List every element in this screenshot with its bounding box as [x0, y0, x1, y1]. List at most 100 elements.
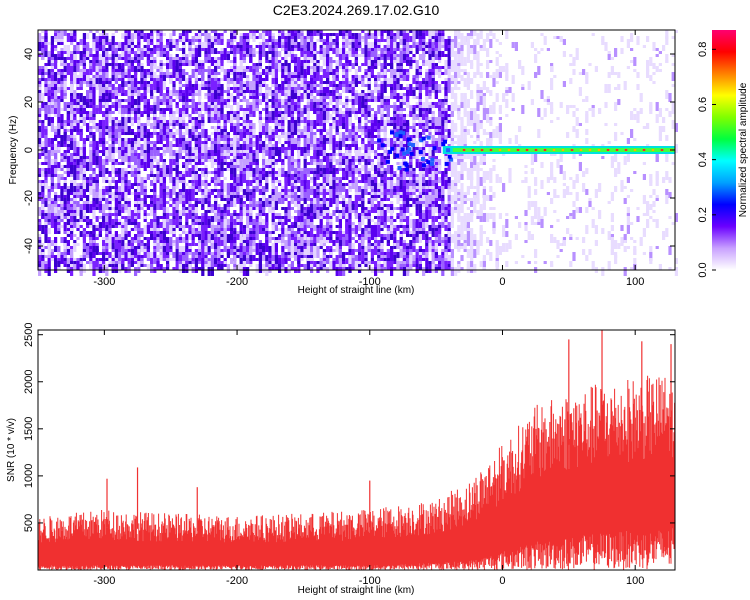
spectrogram-cell	[297, 162, 301, 171]
spectrogram-cell	[265, 66, 269, 69]
spectrogram-cell	[214, 201, 218, 204]
spectrogram-cell	[274, 267, 278, 270]
spectrogram-cell	[153, 48, 157, 54]
spectrogram-cell	[118, 222, 122, 225]
spectrogram-cell	[38, 168, 42, 174]
spectrogram-cell	[348, 135, 352, 138]
spectrogram-cell	[82, 69, 86, 72]
spectrogram-cell	[233, 135, 237, 138]
spectrogram-cell	[98, 210, 102, 213]
spectrogram-cell	[310, 147, 314, 150]
spectrogram-cell	[246, 234, 250, 237]
spectrogram-cell	[118, 210, 122, 216]
spectrogram-cell	[127, 141, 131, 144]
spectrogram-cell	[281, 132, 285, 135]
spectrogram-cell	[226, 114, 230, 123]
spectrogram-cell	[194, 180, 198, 186]
spectrogram-cell	[345, 261, 349, 264]
spectrogram-cell	[342, 114, 346, 117]
spectrogram-cell	[300, 135, 304, 138]
spectrogram-cell	[73, 75, 77, 81]
spectrogram-cell	[191, 189, 195, 192]
spectrogram-cell	[230, 78, 234, 81]
spectrogram-cell	[89, 114, 93, 117]
spectrogram-cell	[265, 60, 269, 63]
spectrogram-cell	[265, 246, 269, 249]
spectrogram-cell	[169, 99, 173, 105]
spectrogram-cell	[150, 105, 154, 108]
spectrogram-cell	[242, 255, 246, 258]
spectrogram-cell	[162, 183, 166, 192]
spectrogram-cell	[159, 189, 163, 198]
spectrogram-cell	[38, 249, 42, 258]
spectrogram-cell	[178, 222, 182, 225]
spectrogram-cell	[76, 228, 80, 231]
spectrogram-cell	[310, 198, 314, 201]
spectrogram-cell	[60, 195, 64, 198]
spectrogram-cell	[166, 60, 170, 63]
spectrogram-cell	[249, 135, 253, 138]
spectrogram-cell	[306, 138, 310, 144]
spectrogram-cell	[57, 114, 61, 117]
spectrogram-cell	[300, 264, 304, 267]
spectrogram-cell	[70, 141, 74, 150]
spectrogram-cell	[332, 111, 336, 114]
spectrogram-cell	[178, 129, 182, 135]
spectrogram-cell	[118, 204, 122, 210]
spectrogram-cell	[255, 78, 259, 81]
spectrogram-cell	[249, 192, 253, 195]
spectrogram-cell	[114, 225, 118, 228]
spectrogram-cell	[217, 249, 221, 255]
spectrogram-cell	[345, 111, 349, 114]
spectrogram-cell	[297, 30, 301, 33]
spectrogram-cell	[89, 54, 93, 57]
spectrogram-cell	[329, 246, 333, 249]
spectrogram-cell	[294, 255, 298, 261]
spectrogram-cell	[166, 186, 170, 189]
spectrogram-cell	[127, 30, 131, 36]
spectrogram-cell	[274, 264, 278, 267]
spectrogram-cell	[271, 195, 275, 201]
spectrogram-cell	[358, 81, 362, 84]
spectrogram-cell	[178, 72, 182, 81]
spectrogram-cell	[252, 162, 256, 165]
spectrogram-cell	[194, 219, 198, 222]
spectrogram-cell	[204, 225, 208, 234]
spectrogram-cell	[262, 171, 266, 174]
spectrogram-cell	[105, 186, 109, 189]
spectrogram-cell	[223, 105, 227, 108]
spectrogram-cell	[351, 225, 355, 228]
spectrogram-cell	[332, 231, 336, 234]
spectrogram-cell	[239, 162, 243, 171]
spectrogram-cell	[332, 138, 336, 141]
spectrogram-cell	[108, 39, 112, 42]
spectrogram-cell	[105, 216, 109, 222]
spectrogram-cell	[342, 198, 346, 201]
spectrogram-cell	[207, 231, 211, 234]
spectrogram-cell	[47, 75, 51, 78]
spectrogram-cell	[287, 156, 291, 165]
spectrogram-cell	[92, 114, 96, 117]
spectrogram-cell	[319, 186, 323, 195]
spectrogram-cell	[220, 138, 224, 141]
spectrogram-cell	[95, 186, 99, 189]
spectrogram-cell	[121, 237, 125, 240]
spectrogram-cell	[252, 237, 256, 240]
spectrogram-cell	[63, 102, 67, 111]
spectrogram-cell	[278, 66, 282, 72]
spectrogram-cell	[105, 180, 109, 183]
spectrogram-cell	[47, 219, 51, 222]
spectrogram-cell	[95, 108, 99, 111]
spectrogram-cell	[150, 174, 154, 177]
spectrogram-cell	[198, 147, 202, 156]
spectrogram-cell	[274, 255, 278, 258]
spectrogram-cell	[348, 45, 352, 48]
spectrogram-cell	[50, 75, 54, 81]
spectrogram-cell	[127, 45, 131, 48]
spectrogram-cell	[220, 255, 224, 258]
spectrogram-cell	[201, 87, 205, 90]
spectrogram-cell	[92, 105, 96, 114]
spectrogram-cell	[329, 72, 333, 75]
spectrogram-cell	[220, 171, 224, 177]
spectrogram-cell	[239, 198, 243, 207]
